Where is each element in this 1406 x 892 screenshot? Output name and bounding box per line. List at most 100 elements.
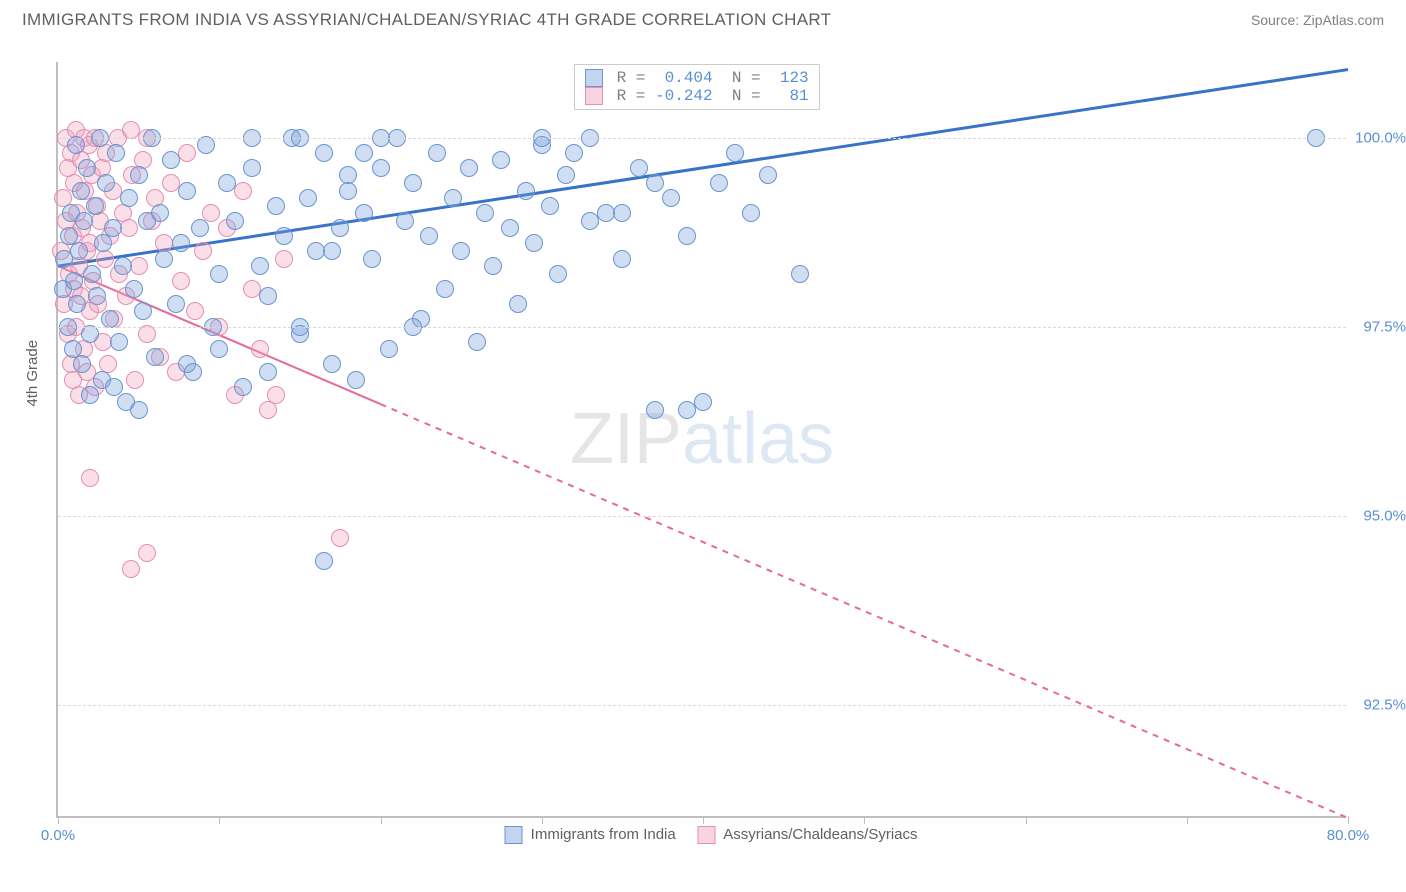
scatter-point-blue xyxy=(72,182,90,200)
scatter-point-pink xyxy=(267,386,285,404)
scatter-point-blue xyxy=(372,159,390,177)
correlation-legend: R = 0.404 N = 123 R = -0.242 N = 81 xyxy=(574,64,820,110)
scatter-point-blue xyxy=(444,189,462,207)
scatter-point-blue xyxy=(67,136,85,154)
scatter-point-blue xyxy=(68,295,86,313)
scatter-point-blue xyxy=(678,227,696,245)
y-axis-title: 4th Grade xyxy=(24,340,41,407)
scatter-point-pink xyxy=(194,242,212,260)
gridline xyxy=(58,705,1346,706)
scatter-point-blue xyxy=(331,219,349,237)
legend-label-pink: Assyrians/Chaldeans/Syriacs xyxy=(723,826,917,843)
scatter-point-blue xyxy=(565,144,583,162)
series-legend: Immigrants from India Assyrians/Chaldean… xyxy=(487,826,918,844)
scatter-point-blue xyxy=(404,174,422,192)
scatter-point-blue xyxy=(81,325,99,343)
scatter-point-blue xyxy=(243,159,261,177)
scatter-point-blue xyxy=(742,204,760,222)
scatter-point-blue xyxy=(251,257,269,275)
scatter-point-pink xyxy=(126,371,144,389)
scatter-point-blue xyxy=(460,159,478,177)
scatter-point-blue xyxy=(355,144,373,162)
scatter-point-blue xyxy=(218,174,236,192)
scatter-point-blue xyxy=(167,295,185,313)
scatter-point-blue xyxy=(97,174,115,192)
scatter-point-blue xyxy=(107,144,125,162)
scatter-point-blue xyxy=(275,227,293,245)
x-tick xyxy=(703,816,704,824)
scatter-point-pink xyxy=(234,182,252,200)
scatter-point-blue xyxy=(73,355,91,373)
scatter-point-blue xyxy=(694,393,712,411)
scatter-point-blue xyxy=(646,401,664,419)
x-tick-label: 80.0% xyxy=(1327,827,1370,844)
scatter-point-blue xyxy=(363,250,381,268)
scatter-point-blue xyxy=(83,265,101,283)
scatter-point-blue xyxy=(339,166,357,184)
scatter-point-blue xyxy=(323,355,341,373)
scatter-point-blue xyxy=(646,174,664,192)
gridline xyxy=(58,516,1346,517)
scatter-point-blue xyxy=(613,204,631,222)
scatter-point-pink xyxy=(202,204,220,222)
legend-swatch-pink xyxy=(698,826,716,844)
scatter-point-pink xyxy=(81,469,99,487)
y-tick-label: 97.5% xyxy=(1351,318,1406,335)
scatter-point-blue xyxy=(678,401,696,419)
scatter-point-pink xyxy=(331,529,349,547)
scatter-point-blue xyxy=(130,166,148,184)
scatter-point-blue xyxy=(101,310,119,328)
scatter-point-blue xyxy=(162,151,180,169)
legend-label-blue: Immigrants from India xyxy=(531,826,676,843)
scatter-point-blue xyxy=(541,197,559,215)
scatter-point-blue xyxy=(420,227,438,245)
x-tick xyxy=(542,816,543,824)
scatter-point-blue xyxy=(226,212,244,230)
y-tick-label: 95.0% xyxy=(1351,507,1406,524)
x-tick xyxy=(58,816,59,824)
scatter-point-blue xyxy=(476,204,494,222)
scatter-point-pink xyxy=(138,325,156,343)
scatter-point-blue xyxy=(86,197,104,215)
scatter-point-blue xyxy=(110,333,128,351)
scatter-point-blue xyxy=(125,280,143,298)
scatter-point-pink xyxy=(275,250,293,268)
scatter-point-blue xyxy=(323,242,341,260)
scatter-point-blue xyxy=(259,363,277,381)
scatter-point-blue xyxy=(94,234,112,252)
scatter-point-blue xyxy=(178,355,196,373)
scatter-point-blue xyxy=(710,174,728,192)
scatter-point-blue xyxy=(234,378,252,396)
scatter-point-blue xyxy=(396,212,414,230)
scatter-point-blue xyxy=(267,197,285,215)
scatter-point-pink xyxy=(122,560,140,578)
y-tick-label: 92.5% xyxy=(1351,696,1406,713)
scatter-point-blue xyxy=(759,166,777,184)
scatter-point-blue xyxy=(65,272,83,290)
scatter-point-blue xyxy=(210,340,228,358)
scatter-point-blue xyxy=(114,257,132,275)
scatter-point-blue xyxy=(525,234,543,252)
gridline xyxy=(58,327,1346,328)
x-tick xyxy=(864,816,865,824)
scatter-point-blue xyxy=(557,166,575,184)
scatter-point-blue xyxy=(70,242,88,260)
scatter-point-blue xyxy=(197,136,215,154)
scatter-point-blue xyxy=(355,204,373,222)
scatter-point-blue xyxy=(104,219,122,237)
x-tick xyxy=(381,816,382,824)
scatter-point-blue xyxy=(299,189,317,207)
scatter-point-blue xyxy=(492,151,510,169)
scatter-point-blue xyxy=(315,552,333,570)
scatter-point-blue xyxy=(315,144,333,162)
scatter-point-blue xyxy=(549,265,567,283)
scatter-point-blue xyxy=(662,189,680,207)
chart-title: IMMIGRANTS FROM INDIA VS ASSYRIAN/CHALDE… xyxy=(22,10,831,30)
scatter-point-blue xyxy=(347,371,365,389)
scatter-point-pink xyxy=(178,144,196,162)
scatter-point-blue xyxy=(88,287,106,305)
scatter-point-blue xyxy=(726,144,744,162)
scatter-point-blue xyxy=(509,295,527,313)
scatter-point-pink xyxy=(172,272,190,290)
scatter-point-blue xyxy=(484,257,502,275)
